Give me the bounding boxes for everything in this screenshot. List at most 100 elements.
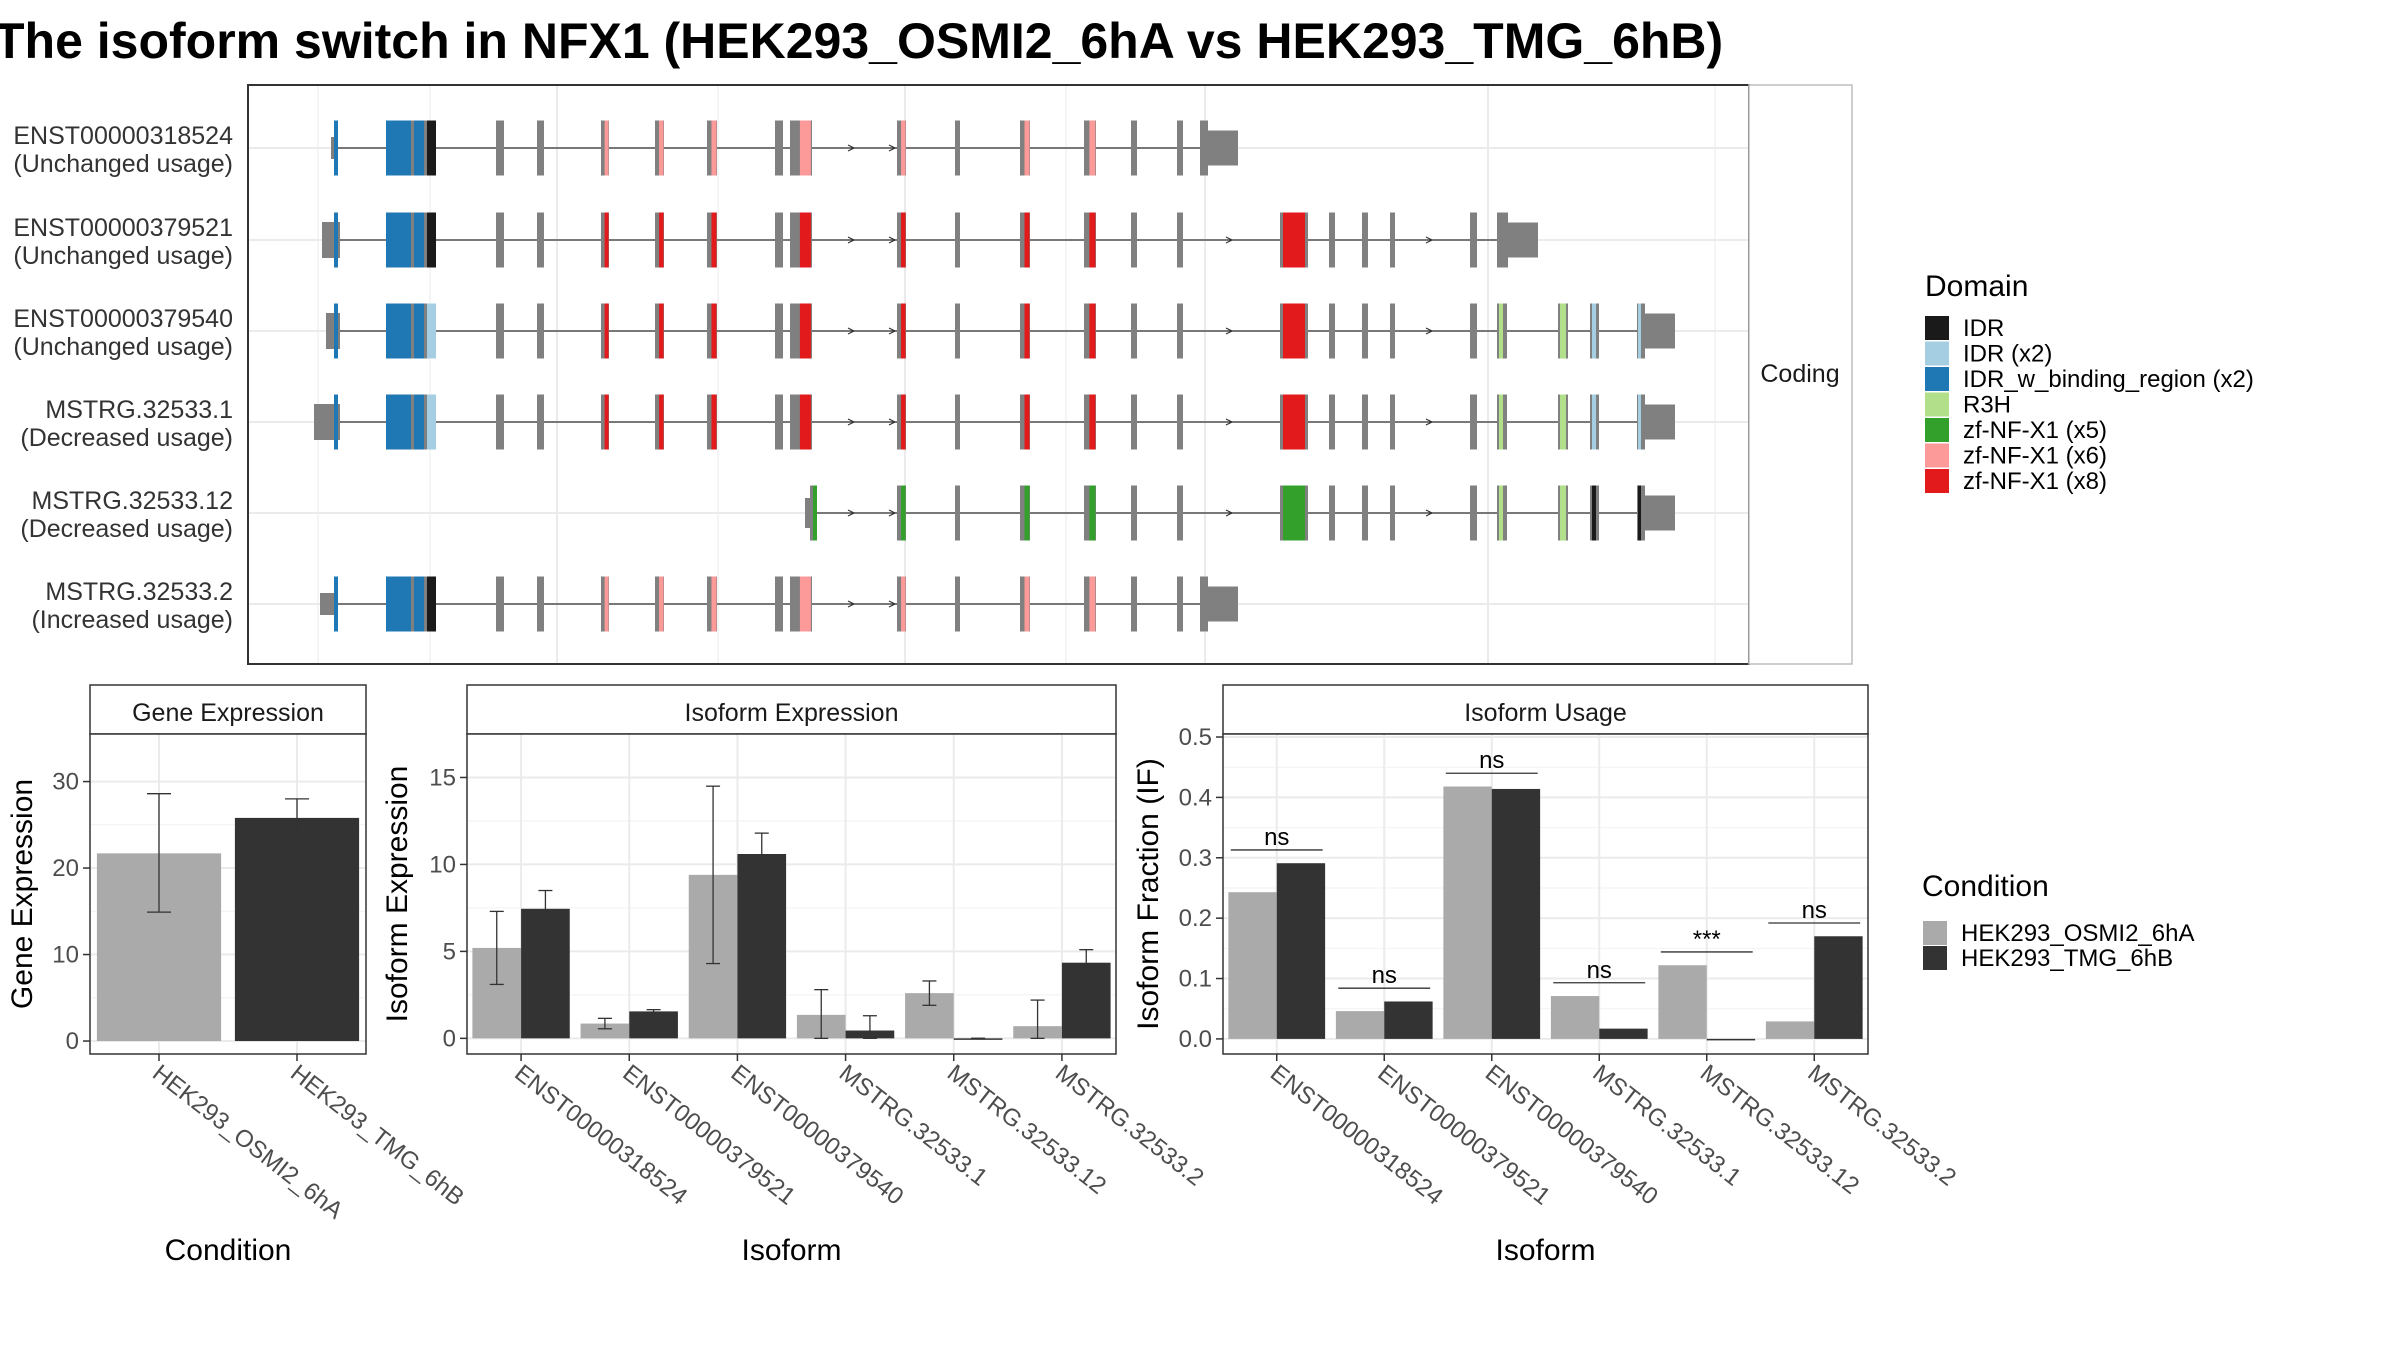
domain-zf-nf-x1 [604, 212, 609, 268]
y-tick-label: 0.1 [1179, 966, 1212, 993]
exon-boundary [411, 576, 414, 632]
domain-zf-nf-x1 [1024, 120, 1030, 176]
exon [1200, 576, 1208, 632]
bar [234, 817, 360, 1042]
exon-boundary [424, 394, 427, 450]
strand-arrow [847, 236, 856, 244]
domain-idr-binding-region [386, 303, 431, 359]
exon [1362, 485, 1368, 541]
exon [1362, 212, 1368, 268]
domain-r3h [1499, 303, 1503, 359]
x-tick-label: ENST00000379521 [1373, 1059, 1556, 1210]
domain-zf-nf-x1 [901, 212, 906, 268]
exon [775, 394, 783, 450]
condition-legend-title: Condition [1922, 870, 2049, 903]
bar [1335, 1011, 1385, 1039]
strand-arrow [888, 327, 897, 335]
y-tick-label: 0 [66, 1028, 79, 1055]
strand-arrow [1225, 327, 1234, 335]
legend-swatch-0 [1925, 316, 1949, 340]
isoform-label-id: ENST00000379540 [13, 305, 233, 333]
isoform-row [320, 576, 1238, 632]
domain-zf-nf-x1 [1024, 303, 1030, 359]
exon [955, 485, 960, 541]
domain-zf-nf-x1 [1089, 120, 1096, 176]
exon [537, 303, 544, 359]
bar [580, 1023, 630, 1039]
domain-zf-nf-x1 [1024, 485, 1030, 541]
domain-idr-binding-region [386, 120, 431, 176]
domain-r3h [1560, 303, 1566, 359]
legend-label-domain: zf-NF-X1 (x8) [1963, 468, 2107, 495]
bar [1491, 788, 1541, 1039]
y-tick-label: 0.3 [1179, 845, 1212, 872]
exon [1131, 576, 1137, 632]
y-tick-label: 0.2 [1179, 905, 1212, 932]
domain-zf-nf-x1 [1089, 485, 1096, 541]
domain-zf-nf-x1 [799, 394, 811, 450]
utr-5prime [805, 498, 813, 528]
legend-label-domain: zf-NF-X1 (x6) [1963, 443, 2107, 470]
chart-strip [1222, 684, 1869, 735]
isoform-label-id: MSTRG.32533.1 [45, 396, 233, 424]
isoform-label-usage: (Increased usage) [31, 606, 233, 634]
domain-zf-nf-x1 [901, 576, 906, 632]
strand-arrow [847, 509, 856, 517]
domain-idr-x2 [1592, 303, 1596, 359]
exon [1497, 212, 1508, 268]
domain-idr-x2 [1638, 303, 1641, 359]
domain-zf-nf-x1 [799, 576, 811, 632]
utr-3prime [1208, 586, 1238, 622]
strand-arrow [1425, 236, 1434, 244]
domain-r3h [1560, 485, 1566, 541]
bar [1765, 1021, 1815, 1039]
isoform-label-usage: (Decreased usage) [20, 515, 233, 543]
domain-zf-nf-x1 [1283, 394, 1305, 450]
significance-label: ns [1802, 897, 1827, 924]
bar [1228, 892, 1277, 1039]
domain-zf-nf-x1 [1283, 303, 1305, 359]
plot-border [1222, 733, 1869, 1055]
exon [1177, 120, 1183, 176]
legend-label-condition: HEK293_TMG_6hB [1961, 945, 2173, 972]
exon [496, 120, 504, 176]
chart-strip [466, 684, 1117, 735]
exon [955, 576, 960, 632]
domain-zf-nf-x1 [799, 120, 811, 176]
exon [1131, 212, 1137, 268]
exon [496, 576, 504, 632]
exon-start [334, 212, 338, 268]
domain-zf-nf-x1 [711, 212, 717, 268]
domain-idr-x2 [1638, 394, 1641, 450]
domain-zf-nf-x1 [901, 303, 906, 359]
isoform-label-usage: (Unchanged usage) [13, 333, 233, 361]
exon [775, 576, 783, 632]
utr-3prime [1645, 313, 1675, 349]
exon [537, 120, 544, 176]
legend-swatch-4 [1925, 418, 1949, 442]
strand-arrow [847, 600, 856, 608]
bar [737, 854, 787, 1039]
exon [775, 303, 783, 359]
domain-idr-binding-region [386, 212, 431, 268]
exon-start [334, 120, 338, 176]
y-tick-label: 0.5 [1179, 724, 1212, 751]
domain-zf-nf-x1 [1024, 212, 1030, 268]
exon [955, 120, 960, 176]
exon [1131, 394, 1137, 450]
chart-isoform-expression: Isoform Expression051015ENST00000318524E… [381, 684, 1209, 1267]
strand-arrow [847, 327, 856, 335]
domain-idr [1592, 485, 1596, 541]
exon [955, 212, 960, 268]
exon [496, 303, 504, 359]
chart-isoform-usage: Isoform Usage 0.0 0.1 0.2 0.3 0.4 0.5 ns ns ns ns *… [1132, 684, 1961, 1267]
strand-arrow [1425, 418, 1434, 426]
domain-zf-nf-x1 [1283, 212, 1305, 268]
exon [1390, 303, 1395, 359]
domain-r3h [1560, 394, 1566, 450]
legend-swatch-condition [1923, 946, 1947, 970]
domain-zf-nf-x1 [1024, 576, 1030, 632]
domain-zf-nf-x1 [1024, 394, 1030, 450]
legend-label-condition: HEK293_OSMI2_6hA [1961, 920, 2194, 947]
domain-zf-nf-x1 [604, 120, 609, 176]
